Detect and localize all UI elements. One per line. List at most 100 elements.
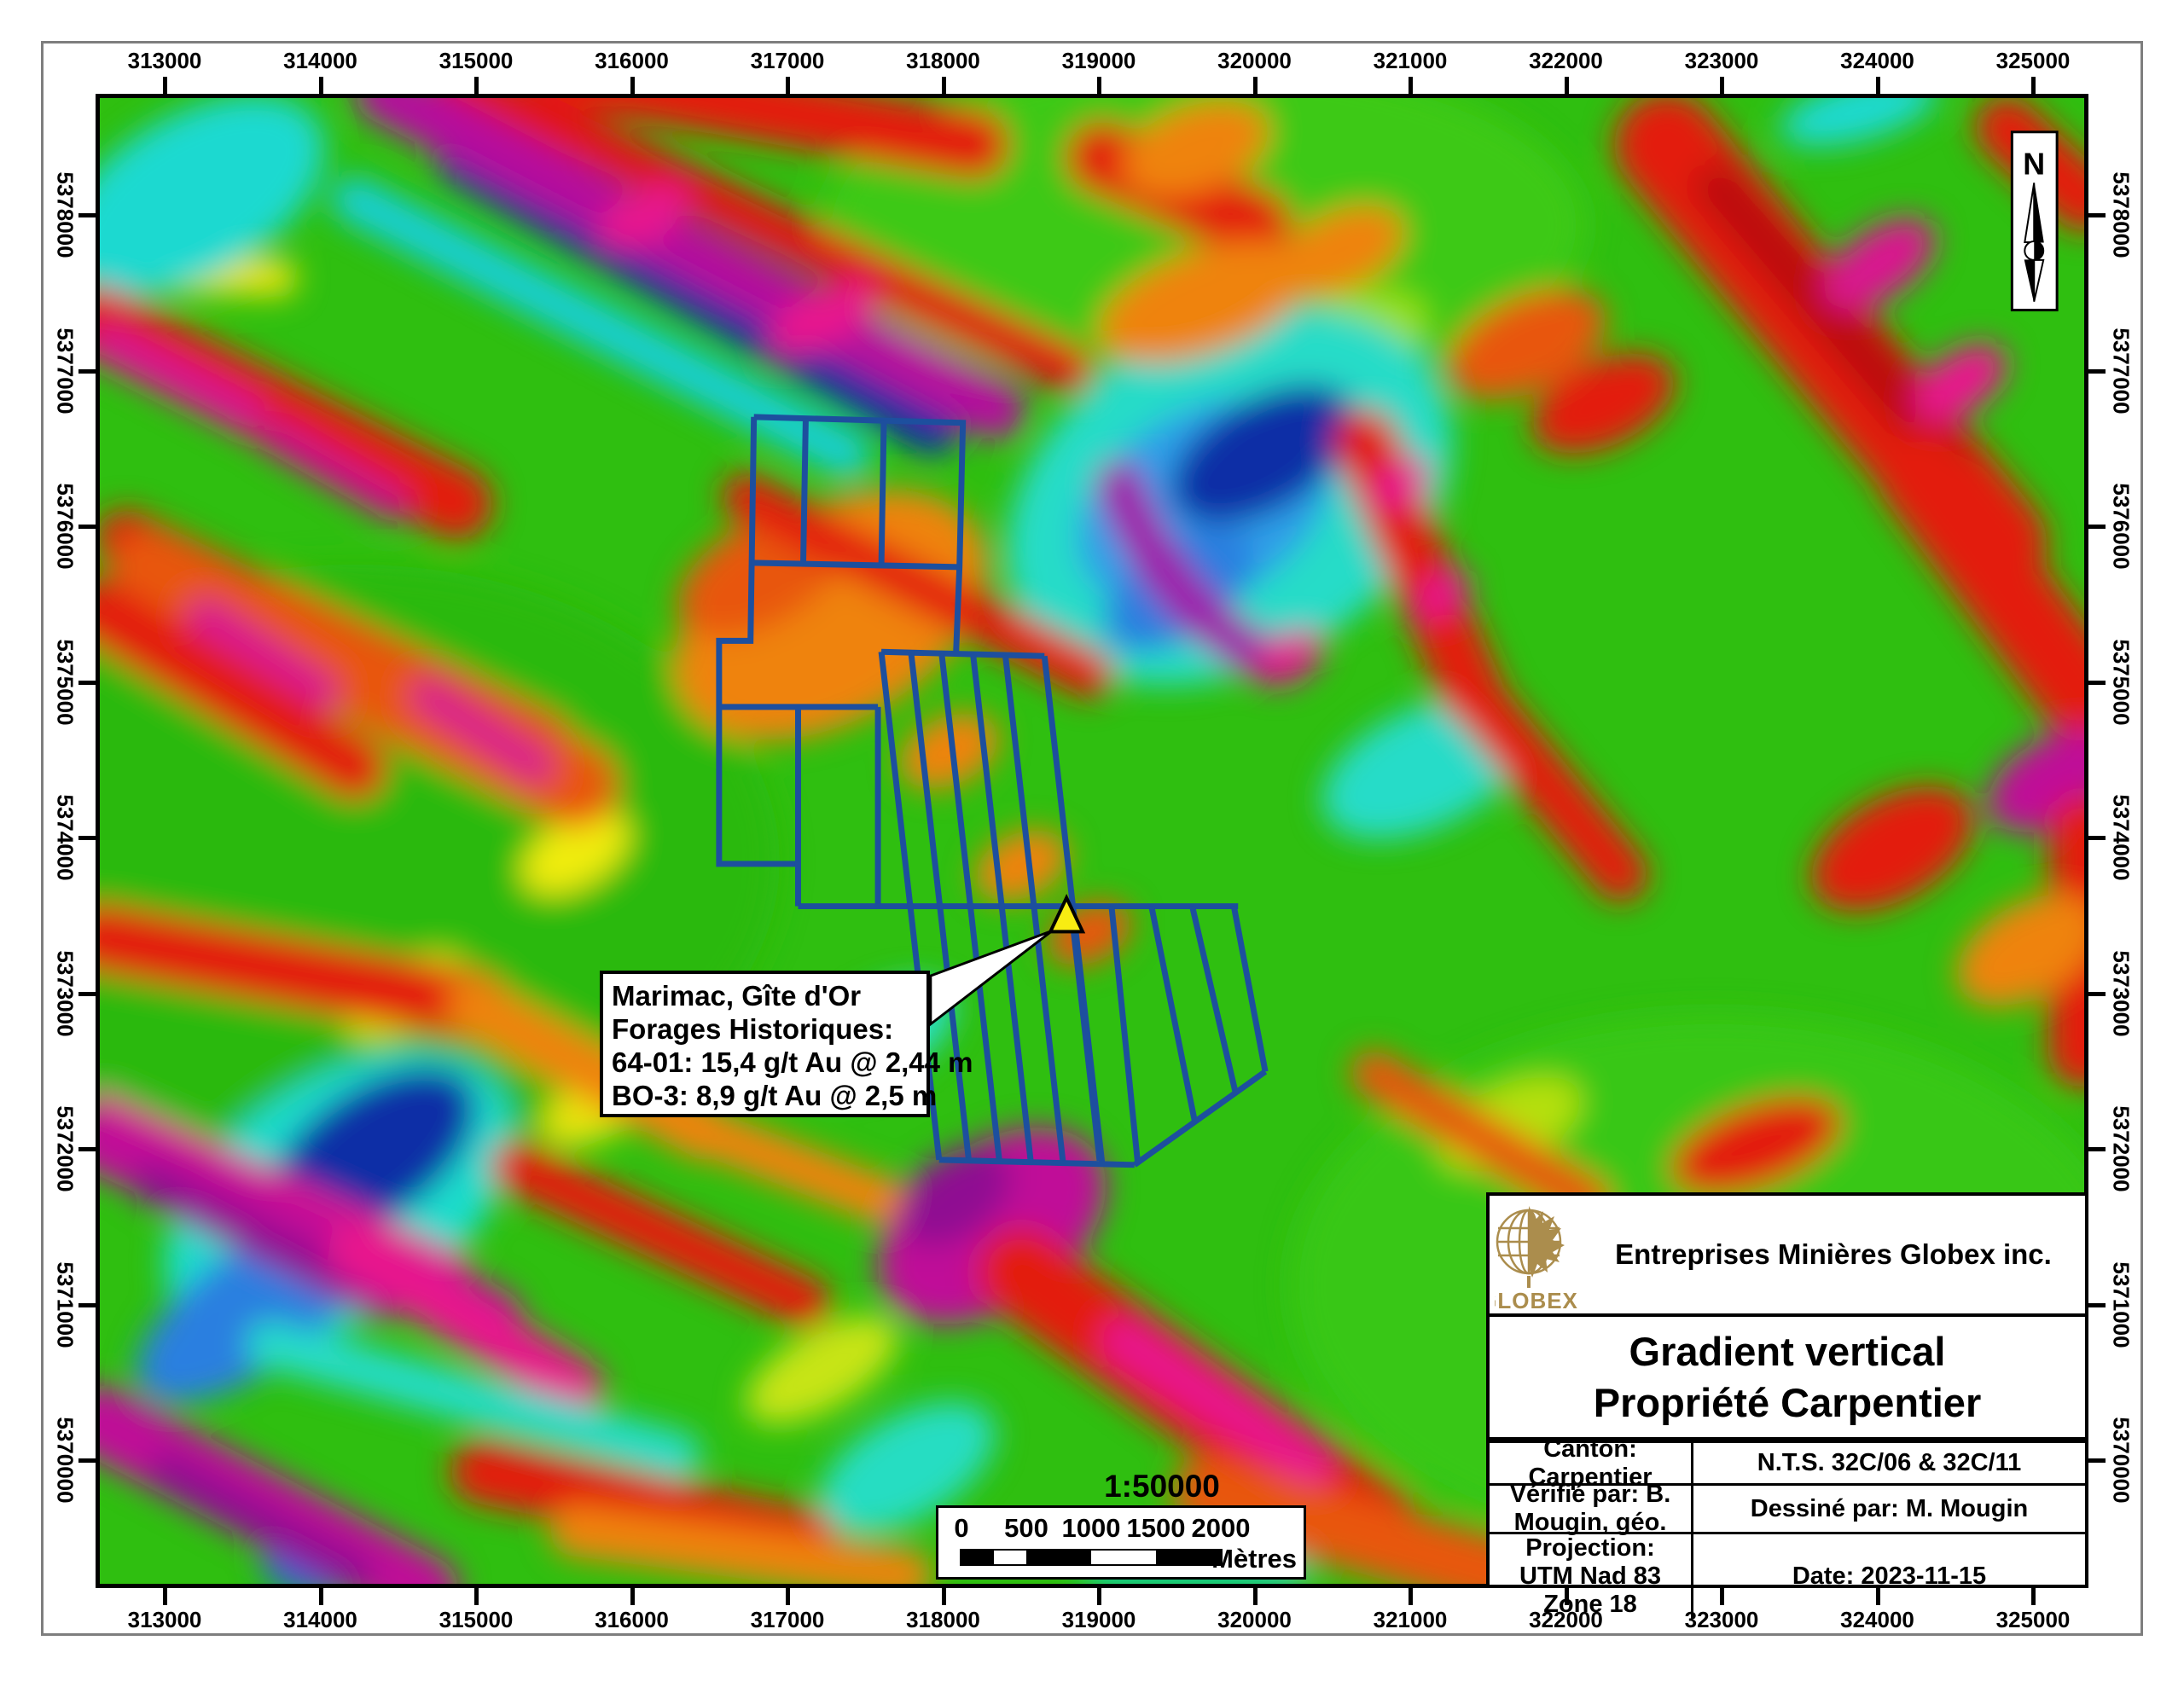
axis-label-left: 5371000 [52, 1261, 78, 1348]
axis-label-bottom: 315000 [439, 1607, 514, 1632]
axis-label-top: 315000 [439, 48, 514, 73]
axis-tick-bottom [1875, 1588, 1880, 1605]
axis-tick-bottom [1252, 1588, 1258, 1605]
info-cell-line: UTM Nad 83 Zone 18 [1519, 1562, 1661, 1618]
axis-tick-left [78, 525, 96, 529]
axis-tick-right [2088, 836, 2106, 840]
scale-tick-label: 1000 [1061, 1513, 1121, 1543]
info-cell-line: Date: 2023-11-15 [1792, 1562, 1987, 1590]
axis-tick-top [474, 77, 479, 94]
axis-tick-bottom [1409, 1588, 1413, 1605]
svg-text:GLOBEX: GLOBEX [1495, 1288, 1578, 1312]
axis-tick-left [78, 836, 96, 840]
axis-tick-bottom [2031, 1588, 2036, 1605]
axis-tick-bottom [1097, 1588, 1101, 1605]
north-arrow: N [2010, 130, 2059, 312]
axis-tick-top [2031, 77, 2036, 94]
axis-tick-top [630, 77, 635, 94]
axis-label-bottom: 322000 [1529, 1607, 1603, 1632]
axis-label-right: 5375000 [2108, 638, 2135, 726]
axis-label-left: 5375000 [52, 638, 78, 726]
callout-leader [929, 929, 1054, 1027]
drill-site-marker [1048, 893, 1086, 934]
axis-tick-top [1409, 77, 1413, 94]
axis-tick-bottom [1720, 1588, 1724, 1605]
axis-tick-left [78, 1302, 96, 1307]
axis-tick-left [78, 680, 96, 685]
axis-label-top: 316000 [595, 48, 669, 73]
axis-label-bottom: 321000 [1373, 1607, 1448, 1632]
axis-label-top: 317000 [750, 48, 825, 73]
axis-label-right: 5377000 [2108, 327, 2135, 415]
scale-tick-label: 1500 [1126, 1513, 1186, 1543]
axis-tick-top [941, 77, 946, 94]
axis-label-right: 5376000 [2108, 483, 2135, 570]
axis-label-right: 5371000 [2108, 1261, 2135, 1348]
title-block: GLOBEX Entreprises Minières Globex inc. … [1486, 1192, 2088, 1619]
axis-label-top: 314000 [283, 48, 357, 73]
axis-label-left: 5376000 [52, 483, 78, 570]
map-title-line2: Propriété Carpentier [1593, 1379, 1982, 1425]
outer-frame [41, 41, 2143, 1636]
callout-line: Marimac, Gîte d'Or [612, 980, 862, 1012]
axis-tick-bottom [474, 1588, 479, 1605]
axis-tick-top [1720, 77, 1724, 94]
info-cell: Date: 2023-11-15 [1691, 1532, 2085, 1619]
company-name: Entreprises Minières Globex inc. [1615, 1238, 2052, 1270]
axis-tick-right [2088, 1302, 2106, 1307]
axis-label-left: 5373000 [52, 949, 78, 1037]
axis-tick-bottom [1564, 1588, 1569, 1605]
axis-label-top: 320000 [1217, 48, 1292, 73]
axis-label-top: 322000 [1529, 48, 1603, 73]
axis-tick-right [2088, 213, 2106, 217]
axis-tick-left [78, 213, 96, 217]
info-cell-line: Vérifié par: B. Mougin, géo. [1509, 1481, 1671, 1536]
axis-tick-left [78, 368, 96, 374]
axis-label-left: 5372000 [52, 1105, 78, 1192]
axis-label-bottom: 318000 [906, 1607, 980, 1632]
info-cell-line: N.T.S. 32C/06 & 32C/11 [1757, 1449, 2022, 1476]
scale-unit: Mètres [1211, 1544, 1297, 1574]
scale-tick-label: 0 [954, 1513, 969, 1543]
axis-label-bottom: 320000 [1217, 1607, 1292, 1632]
axis-label-top: 323000 [1684, 48, 1759, 73]
info-cell-line: Dessiné par: M. Mougin [1750, 1494, 2029, 1522]
axis-tick-top [1097, 77, 1101, 94]
axis-label-bottom: 316000 [595, 1607, 669, 1632]
scale-ratio: 1:50000 [1104, 1469, 1220, 1504]
axis-tick-top [1875, 77, 1880, 94]
axis-label-top: 324000 [1840, 48, 1914, 73]
axis-label-bottom: 323000 [1684, 1607, 1759, 1632]
claim-outlines [716, 414, 1269, 1168]
axis-label-left: 5378000 [52, 171, 78, 258]
callout-line: BO-3: 8,9 g/t Au @ 2,5 m [612, 1080, 938, 1111]
info-cell-line: Canton: Carpentier [1528, 1435, 1653, 1491]
axis-label-left: 5374000 [52, 794, 78, 881]
axis-tick-bottom [786, 1588, 790, 1605]
axis-tick-left [78, 1147, 96, 1151]
callout-line: Forages Historiques: [612, 1013, 894, 1045]
axis-label-right: 5372000 [2108, 1105, 2135, 1192]
info-cell-line: Projection: [1525, 1534, 1655, 1562]
axis-tick-bottom [163, 1588, 167, 1605]
axis-label-top: 318000 [906, 48, 980, 73]
title-block-header: GLOBEX Entreprises Minières Globex inc. [1490, 1196, 2085, 1317]
axis-label-right: 5374000 [2108, 794, 2135, 881]
axis-label-right: 5378000 [2108, 171, 2135, 258]
axis-tick-right [2088, 1147, 2106, 1151]
axis-label-right: 5370000 [2108, 1417, 2135, 1504]
axis-tick-right [2088, 680, 2106, 685]
axis-tick-top [163, 77, 167, 94]
axis-label-bottom: 319000 [1061, 1607, 1136, 1632]
map-title: Gradient vertical Propriété Carpentier [1490, 1317, 2085, 1441]
axis-tick-bottom [318, 1588, 323, 1605]
axis-tick-top [1252, 77, 1258, 94]
axis-label-top: 325000 [1995, 48, 2071, 73]
title-block-info-grid: Canton: Carpentier N.T.S. 32C/06 & 32C/11… [1490, 1435, 2085, 1619]
info-cell: Dessiné par: M. Mougin [1691, 1483, 2085, 1532]
axis-label-left: 5377000 [52, 327, 78, 415]
info-cell: Projection: UTM Nad 83 Zone 18 [1490, 1532, 1691, 1619]
callout-line: 64-01: 15,4 g/t Au @ 2,44 m [612, 1046, 973, 1078]
info-cell: N.T.S. 32C/06 & 32C/11 [1691, 1441, 2085, 1483]
axis-tick-right [2088, 991, 2106, 996]
